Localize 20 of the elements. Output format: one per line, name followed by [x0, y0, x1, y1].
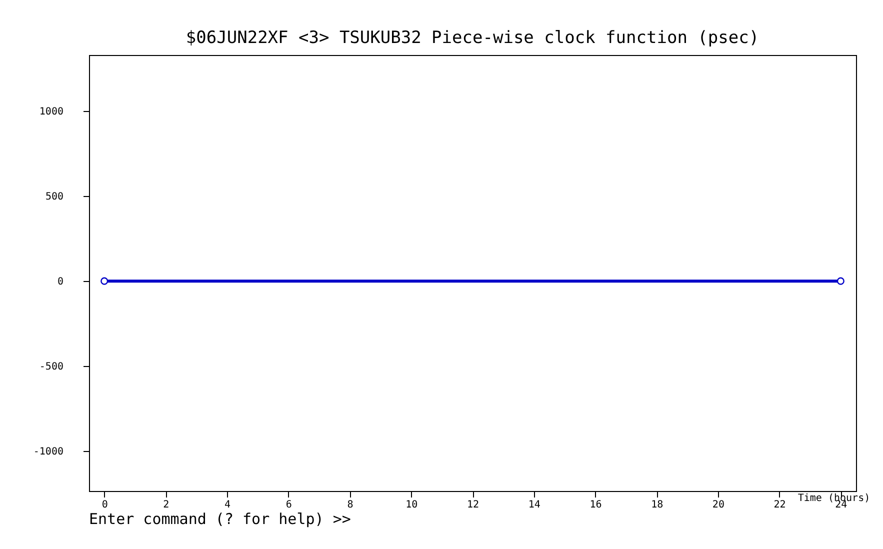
x-tick-label: 18	[651, 500, 664, 510]
y-tick-label: -500	[39, 362, 64, 373]
y-tick-label: 1000	[39, 106, 64, 118]
y-tick-label: -1000	[33, 446, 64, 458]
x-tick-label: 2	[163, 500, 170, 510]
x-tick-label: 24	[835, 500, 848, 510]
x-tick-label: 4	[224, 500, 231, 510]
x-tick-label: 20	[712, 500, 724, 510]
x-tick-label: 0	[102, 500, 108, 510]
x-tick-label: 14	[528, 500, 540, 510]
chart-title: $06JUN22XF <3> TSUKUB32 Piece-wise clock function (psec)	[186, 28, 760, 48]
x-tick-label: 6	[286, 500, 292, 510]
y-tick-label: 0	[57, 276, 64, 288]
x-tick-label: 10	[406, 500, 418, 510]
y-tick-label: 500	[45, 192, 64, 203]
text: Enter command (? for help) >>	[89, 510, 351, 528]
x-tick-label: 12	[466, 500, 480, 510]
x-tick-label: 8	[347, 500, 354, 510]
x-tick-label: 16	[590, 500, 602, 510]
x-tick-label: 22	[774, 500, 786, 510]
